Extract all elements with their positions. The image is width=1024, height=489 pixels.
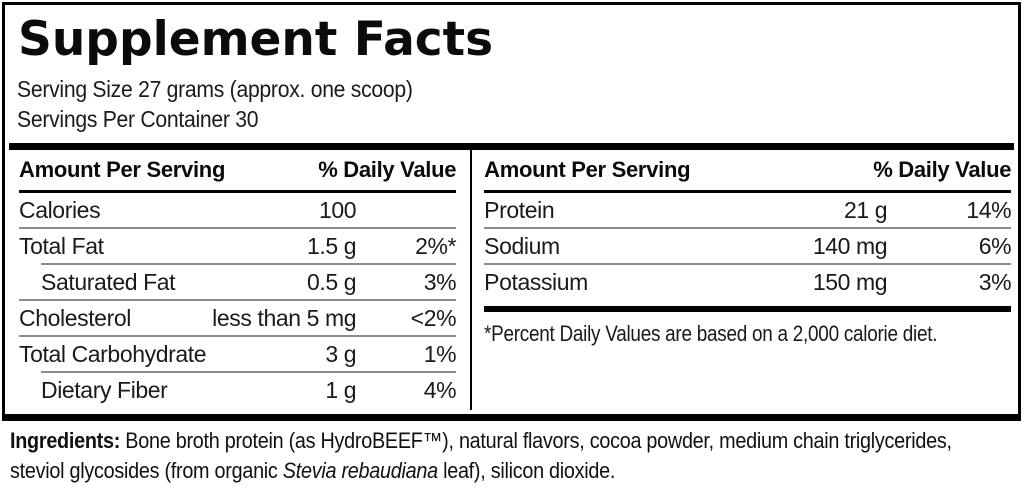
header-daily-value: % Daily Value [318,157,457,182]
nutrient-name: Protein [484,196,555,223]
nutrient-daily-value: 6% [978,232,1012,259]
nutrient-daily-value: 3% [978,268,1012,295]
servings-per-container: Servings Per Container 30 [17,106,259,132]
table-row-potassium: Potassium 150 mg 3% [484,265,1011,299]
table-row-protein: Protein 21 g 14% [484,193,1011,227]
row-separator [41,371,457,373]
nutrient-amount: 3 g [325,340,357,367]
column-header: Amount Per Serving % Daily Value [484,150,1011,193]
nutrient-amount: 21 g [843,196,888,223]
facts-column-left: Amount Per Serving % Daily Value Calorie… [5,150,473,410]
nutrient-name: Total Fat [19,232,104,259]
serving-size: Serving Size 27 grams (approx. one scoop… [17,76,413,102]
facts-column-right: Amount Per Serving % Daily Value Protein… [472,150,1022,410]
header-amount-per-serving: Amount Per Serving [19,157,226,182]
column-header: Amount Per Serving % Daily Value [19,150,456,193]
nutrient-name: Potassium [484,268,588,295]
ingredients-text-3: leaf), silicon dioxide. [437,458,616,483]
nutrient-name: Total Carbohydrate [19,340,207,367]
serving-info: Serving Size 27 grams (approx. one scoop… [5,74,1018,134]
row-separator [484,227,1012,229]
row-separator [484,263,1012,265]
nutrient-daily-value: 4% [423,376,457,403]
nutrient-name: Cholesterol [19,304,131,331]
table-row-saturated-fat: Saturated Fat 0.5 g 3% [19,265,457,299]
panel-title: Supplement Facts [18,12,494,67]
ingredients-statement: Ingredients: Bone broth protein (as Hydr… [10,426,1018,486]
nutrient-daily-value: 1% [423,340,457,367]
nutrient-name: Dietary Fiber [41,376,168,403]
nutrient-amount: 0.5 g [306,268,357,295]
ingredients-text-1: Bone broth protein (as HydroBEEF™), natu… [120,428,952,453]
thick-divider-footnote [484,306,1012,312]
table-row-sodium: Sodium 140 mg 6% [484,229,1011,263]
table-row-cholesterol: Cholesterol less than 5 mg <2% [19,301,457,335]
ingredients-line-1: Ingredients: Bone broth protein (as Hydr… [10,426,1018,456]
ingredients-line-2: steviol glycosides (from organic Stevia … [10,456,1018,486]
facts-columns: Amount Per Serving % Daily Value Calorie… [5,150,1018,410]
table-row-calories: Calories 100 [19,193,456,227]
thick-divider-top [9,143,1014,150]
nutrient-daily-value: 3% [423,268,457,295]
nutrient-name: Saturated Fat [41,268,176,295]
row-separator [19,335,457,337]
nutrient-amount: 100 [318,196,357,223]
nutrient-name: Calories [19,196,101,223]
table-row-total-fat: Total Fat 1.5 g 2%* [19,229,457,263]
table-row-total-carbohydrate: Total Carbohydrate 3 g 1% [19,337,457,371]
ingredients-label: Ingredients: [10,428,121,453]
nutrient-amount: 150 mg [812,268,888,295]
daily-value-footnote: *Percent Daily Values are based on a 2,0… [484,321,938,346]
nutrient-name: Sodium [484,232,560,259]
nutrient-amount: 1.5 g [306,232,357,259]
supplement-facts-panel: Supplement Facts Serving Size 27 grams (… [2,2,1021,421]
header-amount-per-serving: Amount Per Serving [484,157,691,182]
nutrient-daily-value: <2% [410,304,457,331]
nutrient-daily-value: 14% [966,196,1012,223]
nutrient-amount: 1 g [325,376,357,403]
table-row-dietary-fiber: Dietary Fiber 1 g 4% [19,373,457,407]
nutrient-amount: 140 mg [812,232,888,259]
row-separator [19,227,457,229]
nutrient-daily-value: 2%* [415,232,457,259]
ingredients-text-2: steviol glycosides (from organic [10,458,283,483]
header-daily-value: % Daily Value [873,157,1012,182]
nutrient-amount: less than 5 mg [212,304,357,331]
ingredients-species-italic: Stevia rebaudiana [282,458,438,483]
row-separator [41,263,457,265]
row-separator [19,299,457,301]
